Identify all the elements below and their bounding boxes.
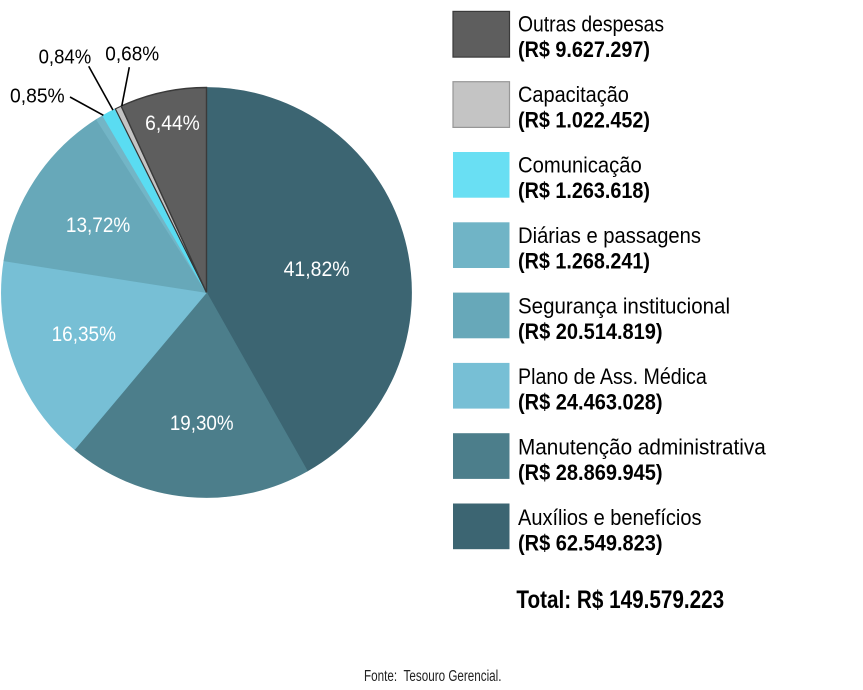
svg-text:16,35%: 16,35% — [52, 323, 116, 346]
svg-text:Fonte: Tesouro Gerencial.: Fonte: Tesouro Gerencial. — [364, 668, 502, 685]
svg-text:41,82%: 41,82% — [284, 258, 350, 281]
svg-text:Capacitação: Capacitação — [518, 82, 629, 107]
svg-text:(R$ 1.263.618): (R$ 1.263.618) — [518, 178, 650, 203]
svg-text:(R$ 28.869.945): (R$ 28.869.945) — [518, 460, 663, 485]
svg-text:(R$ 9.627.297): (R$ 9.627.297) — [518, 37, 650, 62]
svg-text:Outras despesas: Outras despesas — [518, 11, 664, 36]
svg-text:Segurança institucional: Segurança institucional — [518, 293, 730, 318]
svg-text:0,84%: 0,84% — [39, 46, 92, 68]
svg-text:Auxílios e benefícios: Auxílios e benefícios — [518, 505, 702, 530]
svg-text:Total: R$ 149.579.223: Total: R$ 149.579.223 — [516, 586, 724, 614]
svg-text:(R$ 62.549.823): (R$ 62.549.823) — [518, 531, 663, 556]
svg-text:(R$ 24.463.028): (R$ 24.463.028) — [518, 390, 663, 415]
svg-text:Plano de Ass. Médica: Plano de Ass. Médica — [518, 364, 707, 389]
svg-text:0,85%: 0,85% — [10, 86, 65, 108]
svg-text:Comunicação: Comunicação — [518, 152, 642, 177]
svg-text:6,44%: 6,44% — [145, 112, 200, 135]
svg-text:Manutenção administrativa: Manutenção administrativa — [518, 434, 767, 459]
svg-text:19,30%: 19,30% — [170, 412, 234, 435]
svg-text:13,72%: 13,72% — [66, 214, 130, 237]
svg-text:(R$ 1.022.452): (R$ 1.022.452) — [518, 108, 650, 133]
svg-text:0,68%: 0,68% — [105, 44, 159, 66]
svg-text:(R$ 1.268.241): (R$ 1.268.241) — [518, 249, 650, 274]
svg-text:Diárias e passagens: Diárias e passagens — [518, 223, 701, 248]
svg-text:(R$ 20.514.819): (R$ 20.514.819) — [518, 319, 663, 344]
